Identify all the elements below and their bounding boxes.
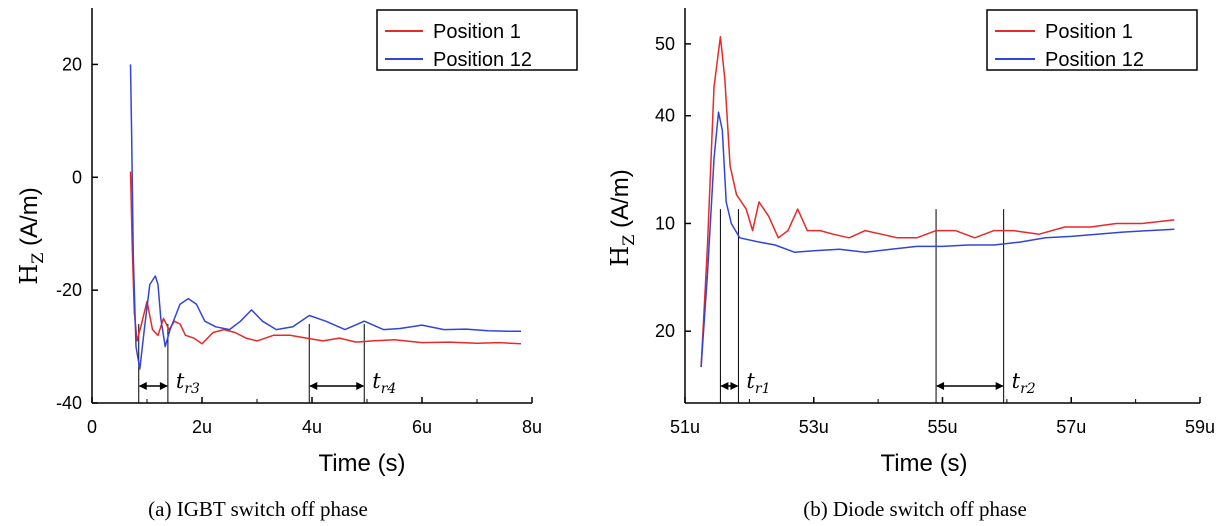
chart-b-y-tick-label: 10 [655, 213, 675, 233]
chart-a-ylabel: HZ (A/m) [15, 187, 47, 284]
chart-b-xlabel: Time (s) [880, 450, 967, 477]
annotation-label-sub: r4 [381, 381, 397, 397]
chart-a-series-1-line [129, 171, 522, 345]
annotation-label-main: t [372, 369, 381, 393]
annotation-arrow-head [138, 382, 147, 390]
chart-b-legend-label-2: Position 12 [1045, 49, 1144, 71]
annotation-arrow-head [356, 382, 365, 390]
annotation-label-main: t [1012, 369, 1021, 393]
chart-b-x-tick-label: 57u [1056, 417, 1086, 437]
chart-b-x-tick-label: 51u [670, 417, 700, 437]
chart-b-series-2-line [700, 111, 1175, 368]
annotation-arrow-head [730, 382, 739, 390]
chart-a-ylabel-rest: (A/m) [16, 187, 43, 252]
chart-a-xlabel: Time (s) [318, 450, 405, 477]
chart-b-x-tick-label: 59u [1185, 417, 1215, 437]
chart-a-x-tick-label: 0 [87, 417, 97, 437]
chart-a-x-tick-label: 2u [192, 417, 212, 437]
chart-b-caption: (b) Diode switch off phase [803, 497, 1027, 521]
chart-a-ylabel-main: H [15, 264, 43, 285]
chart-a-y-tick-label: 20 [62, 54, 82, 74]
chart-b-ylabel-main: H [606, 246, 634, 267]
chart-a-y-tick-label: -40 [56, 393, 82, 413]
annotation-arrow-head [936, 382, 945, 390]
chart-a-legend: Position 1 Position 12 [376, 9, 578, 71]
chart-a-ylabel-sub: Z [28, 253, 47, 264]
chart-a-y-tick-label: -20 [56, 280, 82, 300]
chart-b-x-tick-label: 53u [799, 417, 829, 437]
chart-a-series-2-line [129, 64, 521, 370]
chart-b-y-tick-label: 40 [655, 106, 675, 126]
chart-a-ticks: 0 2u 4u 6u 8u -40 -20 0 20 [56, 8, 542, 437]
annotation-label-sub: r1 [755, 381, 771, 397]
annotation-label: tr2 [1012, 369, 1036, 397]
chart-b-ylabel-sub: Z [619, 235, 638, 246]
chart-b-y-tick-label: 50 [655, 34, 675, 54]
chart-a-x-tick-label: 8u [522, 417, 542, 437]
chart-a-legend-label-2: Position 12 [433, 49, 532, 71]
chart-b-marks: tr1 tr2 [700, 35, 1175, 403]
chart-b-ylabel-rest: (A/m) [607, 169, 634, 234]
chart-a-caption: (a) IGBT switch off phase [148, 497, 368, 521]
chart-a-legend-label-1: Position 1 [433, 21, 521, 43]
annotation-arrow-head [309, 382, 318, 390]
annotation-label: tr4 [372, 369, 396, 397]
chart-b-legend-label-1: Position 1 [1045, 21, 1133, 43]
annotation-label-main: t [746, 369, 755, 393]
chart-b-series-1-line [700, 35, 1175, 368]
chart-b-legend: Position 1 Position 12 [986, 9, 1198, 71]
annotation-label-sub: r3 [184, 381, 200, 397]
chart-a-x-tick-label: 6u [412, 417, 432, 437]
annotation-label-sub: r2 [1020, 381, 1036, 397]
chart-b-ticks: 51u 53u 55u 57u 59u 20 10 40 50 [655, 8, 1215, 437]
chart-a-y-tick-label: 0 [72, 167, 82, 187]
annotation-label: tr1 [746, 369, 770, 397]
chart-b-x-tick-label: 55u [927, 417, 957, 437]
annotation-arrow-head [720, 382, 729, 390]
annotation-label-main: t [176, 369, 185, 393]
chart-a-x-tick-label: 4u [302, 417, 322, 437]
chart-b-ylabel: HZ (A/m) [606, 169, 638, 266]
chart-a-marks: tr3 tr4 [129, 64, 522, 403]
annotation-label: tr3 [176, 369, 200, 397]
annotation-arrow-head [995, 382, 1004, 390]
chart-b-y-tick-label: 20 [655, 321, 675, 341]
annotation-arrow-head [159, 382, 168, 390]
